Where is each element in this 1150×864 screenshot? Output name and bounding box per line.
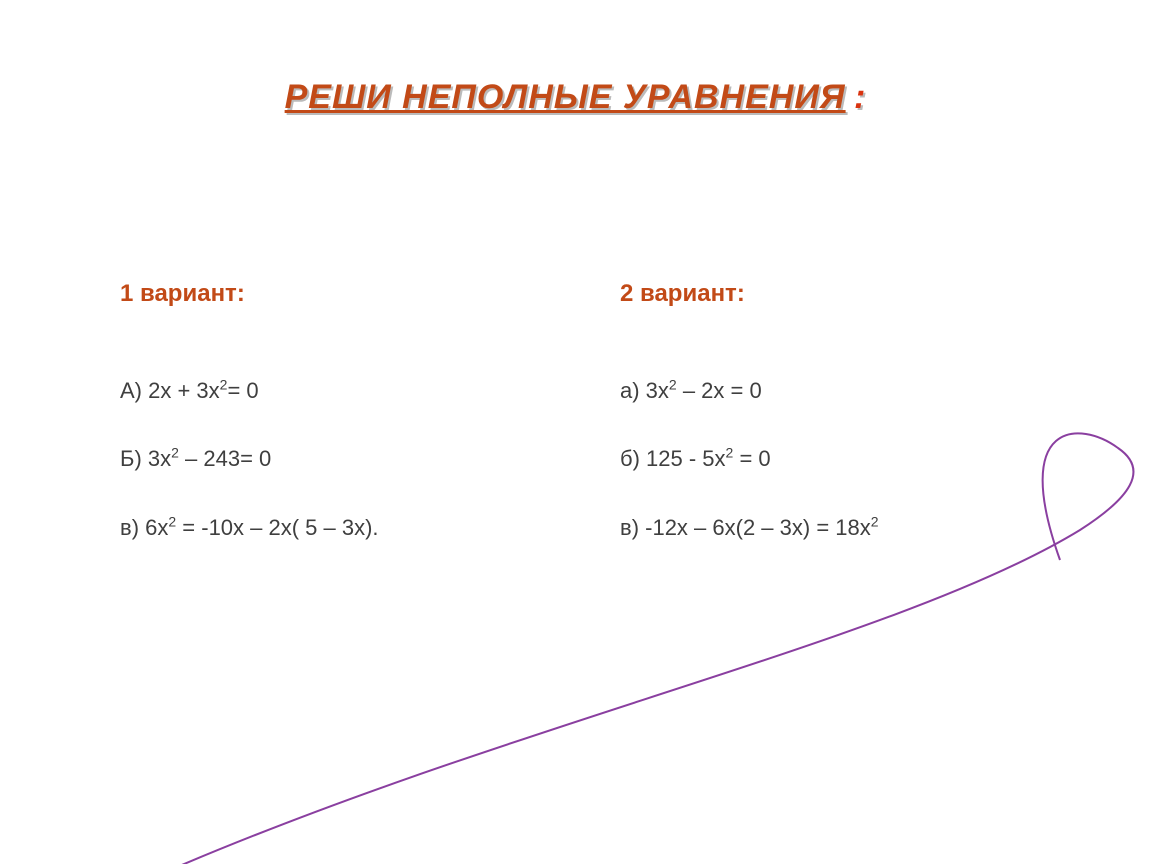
variant-2-eq-a: а) 3x2 – 2x = 0	[620, 378, 1100, 404]
variant-2-eq-v: в) -12x – 6x(2 – 3x) = 18x2	[620, 515, 1100, 541]
slide-title: РЕШИ НЕПОЛНЫЕ УРАВНЕНИЯ	[285, 78, 846, 116]
variant-1-eq-v: в) 6x2 = -10x – 2x( 5 – 3x).	[120, 515, 600, 541]
variant-1-label: 1 вариант:	[120, 280, 600, 308]
variant-2-label: 2 вариант:	[620, 280, 1100, 308]
slide: РЕШИ НЕПОЛНЫЕ УРАВНЕНИЯ : 1 вариант: А) …	[0, 0, 1150, 864]
title-wrap: РЕШИ НЕПОЛНЫЕ УРАВНЕНИЯ :	[0, 78, 1150, 117]
variant-1-column: 1 вариант: А) 2x + 3x2= 0 Б) 3x2 – 243= …	[120, 280, 600, 583]
variant-1-eq-b: Б) 3x2 – 243= 0	[120, 446, 600, 472]
variant-2-eq-b: б) 125 - 5x2 = 0	[620, 446, 1100, 472]
slide-title-colon: :	[854, 78, 865, 116]
variant-1-eq-a: А) 2x + 3x2= 0	[120, 378, 600, 404]
variant-2-column: 2 вариант: а) 3x2 – 2x = 0 б) 125 - 5x2 …	[620, 280, 1100, 583]
